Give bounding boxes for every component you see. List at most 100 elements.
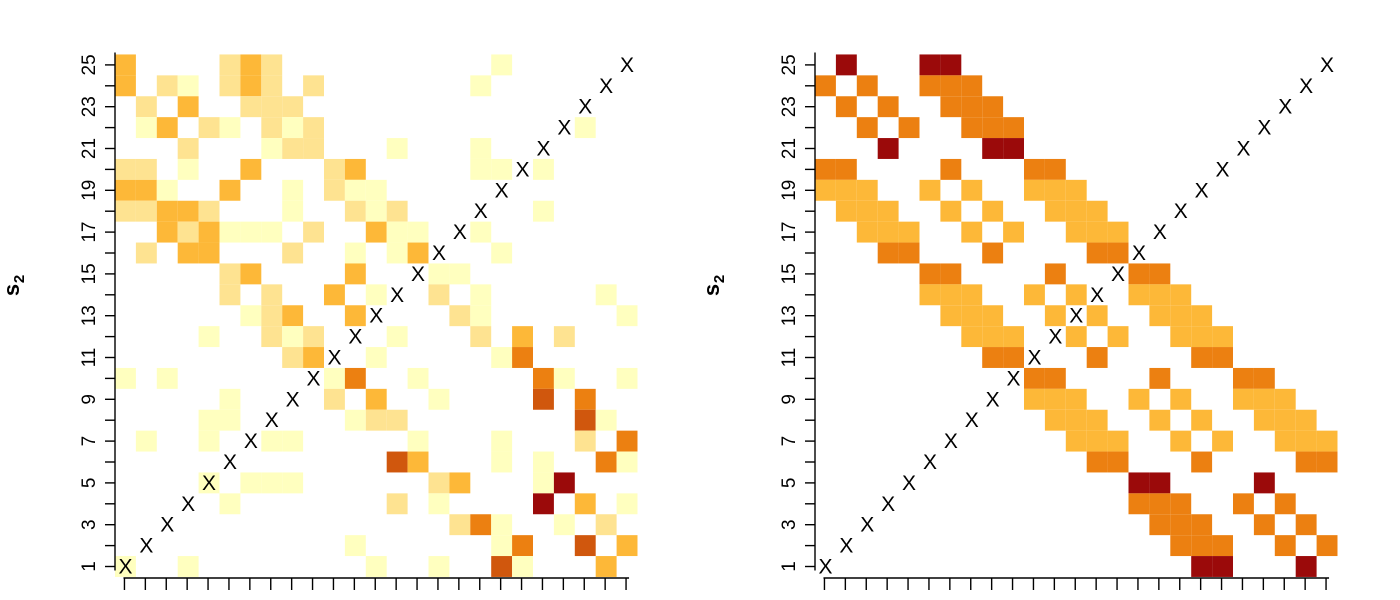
heatmap-cell [1024, 284, 1045, 306]
heatmap-cell [282, 200, 304, 222]
diagonal-marker: X [1299, 75, 1313, 98]
heatmap-cell [219, 388, 241, 410]
heatmap-cell [261, 326, 283, 348]
heatmap-cell [1086, 451, 1108, 473]
heatmap-cell [386, 138, 408, 159]
y-tick-label: 19 [779, 180, 800, 201]
heatmap-cell [386, 451, 408, 473]
heatmap-cell [449, 472, 471, 494]
heatmap-cell [344, 242, 366, 264]
heatmap-cell [940, 158, 962, 180]
heatmap-cell [470, 75, 492, 97]
heatmap-cell [835, 179, 857, 201]
heatmap-cell [1149, 514, 1171, 536]
heatmap-cell [449, 305, 471, 327]
heatmap-cell [282, 96, 304, 118]
heatmap-cell [595, 556, 617, 577]
heatmap-cell [940, 263, 962, 285]
heatmap-cell [386, 326, 408, 348]
heatmap-cell [386, 242, 408, 264]
heatmap-cell [574, 388, 596, 410]
heatmap-cell [1086, 347, 1108, 368]
heatmap-cell [856, 75, 878, 97]
y-tick-label: 9 [779, 394, 800, 405]
heatmap-cell [533, 388, 554, 410]
heatmap-cell [282, 242, 304, 264]
heatmap-cell [115, 54, 136, 76]
heatmap-cell [407, 367, 429, 389]
y-axis-label-main: s [0, 284, 24, 296]
heatmap-cell [982, 242, 1004, 264]
y-tick-label: 17 [79, 222, 100, 243]
heatmap-cell [135, 117, 157, 139]
diagonal-marker: X [578, 96, 592, 119]
heatmap-cell [261, 54, 283, 76]
heatmap-cell [365, 409, 387, 431]
heatmap-cell [491, 54, 513, 76]
heatmap-cell [533, 472, 554, 494]
heatmap-cell [303, 347, 324, 368]
heatmap-cell [982, 200, 1004, 222]
heatmap-cell [156, 367, 178, 389]
diagonal-marker: X [495, 179, 509, 202]
heatmap-cell [616, 451, 638, 473]
heatmap-cell [982, 347, 1004, 368]
heatmap-cell [1170, 430, 1192, 452]
diagonal-marker: X [818, 556, 832, 579]
heatmap-cell [261, 96, 283, 118]
heatmap-cell [261, 117, 283, 139]
heatmap-cell [940, 284, 962, 306]
heatmap-cell [115, 75, 136, 97]
heatmap-cell [1086, 430, 1108, 452]
diagonal-marker: X [286, 388, 300, 411]
heatmap-cell [365, 347, 387, 368]
heatmap-cell [1149, 493, 1171, 515]
heatmap-cell [961, 179, 983, 201]
y-tick-label: 7 [779, 436, 800, 447]
heatmap-cell [1212, 535, 1233, 557]
heatmap-cell [1253, 514, 1275, 536]
heatmap-cell [240, 305, 262, 327]
heatmap-cell [1044, 263, 1066, 285]
heatmap-cell [1212, 430, 1233, 452]
heatmap-cell [595, 284, 617, 306]
heatmap-cell [835, 158, 857, 180]
heatmap-cell [240, 54, 262, 76]
heatmap-cell [1128, 388, 1150, 410]
heatmap-cell [156, 200, 178, 222]
heatmap-cell [261, 221, 283, 243]
heatmap-cell [1295, 451, 1317, 473]
y-tick-label: 25 [79, 54, 100, 75]
heatmap-cell [386, 493, 408, 515]
heatmap-cell [1149, 472, 1171, 494]
heatmap-cell [1024, 158, 1045, 180]
diagonal-marker: X [118, 556, 132, 579]
heatmap-cell [1128, 493, 1150, 515]
heatmap-cell [344, 367, 366, 389]
heatmap-cell [1065, 326, 1087, 348]
heatmap-cell [1065, 409, 1087, 431]
diagonal-marker: X [307, 367, 321, 390]
heatmap-cell [595, 514, 617, 536]
heatmap-cell [1253, 472, 1275, 494]
heatmap-cell [156, 179, 178, 201]
heatmap-cell [470, 305, 492, 327]
heatmap-cell [1295, 514, 1317, 536]
heatmap-cell [240, 96, 262, 118]
heatmap-cell [877, 138, 899, 159]
heatmap-cell [961, 284, 983, 306]
heatmap-cell [1191, 451, 1213, 473]
heatmap-cell [1065, 200, 1087, 222]
heatmap-cell [324, 388, 345, 410]
heatmap-cell [386, 409, 408, 431]
heatmap-cell [1065, 221, 1087, 243]
heatmap-cell [1149, 305, 1171, 327]
heatmap-cell [1065, 430, 1087, 452]
heatmap-cell [198, 409, 220, 431]
heatmap-cell [135, 179, 157, 201]
y-tick-label: 15 [779, 263, 800, 284]
heatmap-cell [1086, 200, 1108, 222]
heatmap-cell [177, 242, 199, 264]
heatmap-cell [553, 326, 575, 348]
heatmap-cell [282, 347, 304, 368]
